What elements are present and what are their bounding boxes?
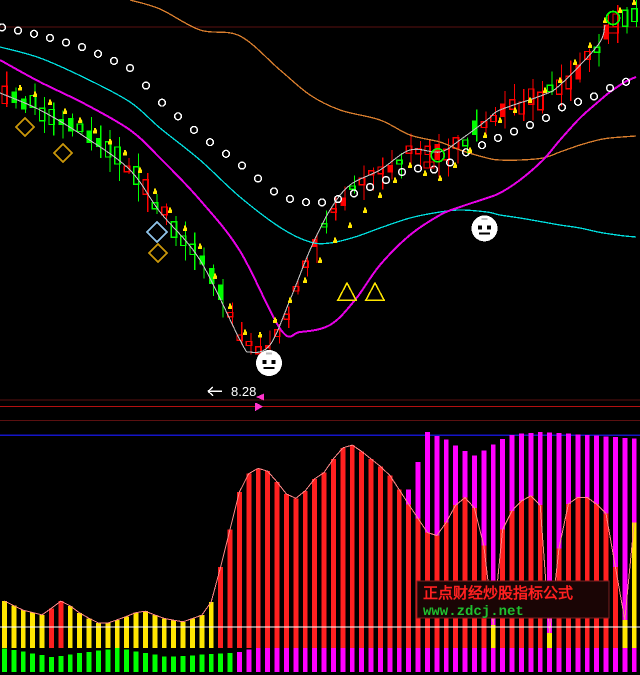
svg-text:www.zdcj.net: www.zdcj.net	[423, 604, 524, 620]
svg-text:正点财经炒股指标公式: 正点财经炒股指标公式	[423, 584, 573, 602]
svg-text:8.28: 8.28	[231, 384, 256, 399]
